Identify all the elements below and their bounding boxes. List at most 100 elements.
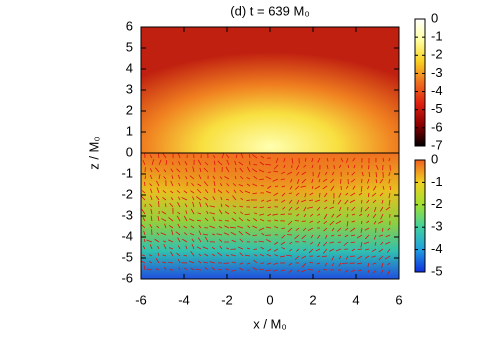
- arrow: [350, 234, 356, 237]
- arrow: [346, 213, 349, 218]
- arrow: [258, 169, 265, 173]
- arrow: [360, 227, 363, 233]
- colorbar-tick-label: -2: [431, 47, 443, 62]
- arrow: [206, 210, 209, 215]
- arrow: [148, 261, 153, 264]
- x-tick-label: -6: [135, 292, 147, 307]
- arrow: [289, 248, 293, 252]
- arrow: [196, 246, 202, 250]
- arrow: [324, 171, 328, 176]
- arrow: [204, 217, 209, 222]
- arrow: [321, 255, 328, 258]
- arrow: [162, 190, 167, 194]
- arrow: [330, 178, 335, 183]
- arrow: [213, 160, 216, 166]
- arrow: [185, 210, 188, 215]
- arrow: [149, 244, 153, 250]
- arrow: [142, 217, 146, 222]
- velocity-arrows: [140, 152, 392, 276]
- arrow: [197, 159, 202, 166]
- colorbar-tick-label: -4: [431, 241, 443, 256]
- arrow: [388, 199, 391, 206]
- y-tick-label: 3: [126, 81, 133, 96]
- arrow: [309, 261, 314, 264]
- y-tick-label: 1: [126, 123, 133, 138]
- arrow: [300, 185, 307, 188]
- arrow: [296, 213, 300, 217]
- arrow: [253, 206, 258, 209]
- arrow: [184, 267, 188, 271]
- arrow: [217, 160, 223, 166]
- arrow: [190, 225, 195, 229]
- arrow: [364, 255, 370, 259]
- arrow: [248, 154, 251, 159]
- arrow: [378, 248, 384, 253]
- arrow: [156, 187, 160, 194]
- arrow: [231, 269, 237, 272]
- arrow: [316, 262, 321, 265]
- arrow: [344, 269, 349, 273]
- arrow: [323, 220, 328, 225]
- arrow: [367, 192, 370, 198]
- arrow: [281, 234, 286, 239]
- arrow: [238, 230, 244, 236]
- arrow: [149, 183, 153, 187]
- arrow: [248, 161, 251, 166]
- arrow: [233, 211, 237, 215]
- arrow: [303, 164, 307, 168]
- colorbar-tick-label: -2: [431, 196, 443, 211]
- arrow: [315, 248, 321, 252]
- arrow: [158, 174, 161, 180]
- arrow: [301, 178, 307, 184]
- arrow: [301, 199, 307, 203]
- arrow: [304, 157, 307, 162]
- arrow: [234, 175, 237, 180]
- arrow: [181, 197, 188, 201]
- arrow: [361, 199, 363, 204]
- colorbar-tick-label: -1: [431, 29, 443, 44]
- arrow: [273, 192, 279, 197]
- arrow: [168, 261, 174, 264]
- arrow: [307, 227, 314, 232]
- arrow: [185, 167, 188, 173]
- arrow: [287, 171, 293, 175]
- arrow: [146, 268, 153, 271]
- arrow: [381, 227, 384, 232]
- arrow: [168, 225, 174, 229]
- arrow: [336, 213, 342, 218]
- arrow: [244, 254, 251, 257]
- colorbar-tick-label: 0: [431, 151, 438, 166]
- arrow: [260, 155, 265, 159]
- arrow: [381, 262, 384, 269]
- arrow: [216, 233, 223, 236]
- arrow: [373, 220, 377, 225]
- arrow: [149, 223, 153, 229]
- arrow: [338, 192, 342, 198]
- arrow: [157, 153, 160, 159]
- arrow: [317, 269, 321, 273]
- arrow: [273, 164, 279, 170]
- arrow: [140, 195, 146, 201]
- arrow: [379, 206, 384, 212]
- arrow: [213, 188, 216, 194]
- arrow: [226, 247, 230, 250]
- arrow: [240, 153, 244, 159]
- arrow: [184, 203, 188, 208]
- y-tick-label: 4: [126, 60, 133, 75]
- arrow: [378, 220, 384, 224]
- arrow: [142, 159, 146, 166]
- arrow: [219, 176, 223, 180]
- arrow: [322, 248, 328, 254]
- arrow: [239, 238, 244, 243]
- arrow: [307, 206, 314, 209]
- arrow: [274, 241, 279, 245]
- arrow: [209, 205, 216, 208]
- arrow: [158, 159, 162, 166]
- x-tick-label: -4: [178, 292, 190, 307]
- arrow: [388, 157, 391, 162]
- arrow: [142, 245, 146, 250]
- arrow: [301, 171, 307, 176]
- arrow: [163, 169, 167, 173]
- arrow: [246, 199, 251, 202]
- arrow: [176, 168, 181, 173]
